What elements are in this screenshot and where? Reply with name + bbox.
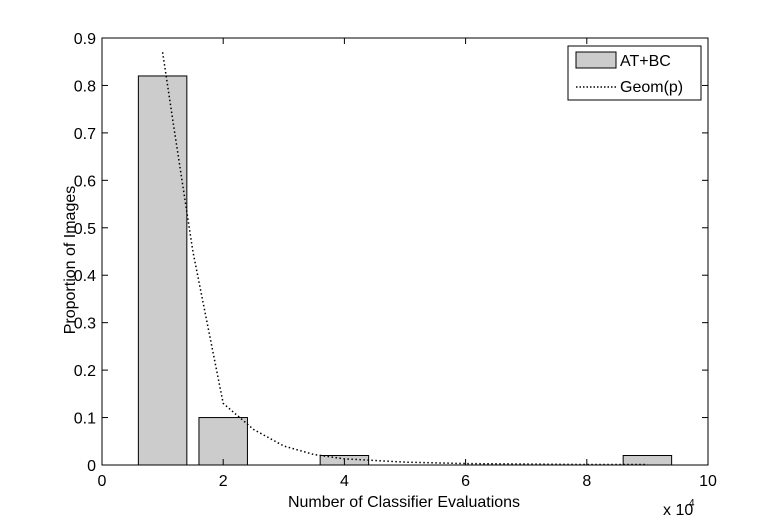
y-tick-label: 0.5 — [74, 221, 96, 238]
tick-labels: 0 2 4 6 8 10 0 0.1 0.2 0.3 0.4 0.5 0.6 0.7 0.8 0.9 — [74, 31, 717, 490]
y-tick-label: 0.7 — [74, 126, 96, 143]
y-tick-label: 0.4 — [74, 268, 96, 285]
y-tick-label: 0.6 — [74, 173, 96, 190]
legend: AT+BC Geom(p) — [567, 45, 702, 101]
x-multiplier-exponent: 4 — [689, 498, 695, 509]
y-axis-label: Proportion of Images — [62, 186, 79, 335]
y-tick-label: 0.3 — [74, 316, 96, 333]
y-tick-label: 0.2 — [74, 363, 96, 380]
x-tick-label: 0 — [98, 473, 107, 490]
x-axis-label: Number of Classifier Evaluations — [288, 494, 520, 511]
y-tick-label: 0.8 — [74, 78, 96, 95]
x-tick-label: 10 — [699, 473, 717, 490]
bars — [137, 75, 673, 466]
x-tick-label: 8 — [582, 473, 591, 490]
bar — [198, 417, 248, 466]
x-tick-label: 4 — [340, 473, 349, 490]
axes-box — [101, 37, 709, 466]
x-tick-label: 2 — [219, 473, 228, 490]
y-tick-label: 0.9 — [74, 31, 96, 48]
y-tick-label: 0.1 — [74, 411, 96, 428]
x-tick-label: 6 — [461, 473, 470, 490]
legend-label-line: Geom(p) — [620, 79, 683, 96]
bar — [137, 75, 188, 466]
axes — [101, 37, 709, 466]
plot-background — [102, 38, 708, 465]
bar — [622, 455, 673, 466]
legend-swatch-bar — [575, 51, 617, 69]
legend-label-bar: AT+BC — [620, 53, 671, 70]
x-multiplier-label: x 10 — [663, 502, 693, 519]
y-tick-label: 0 — [87, 458, 96, 475]
plot-area — [102, 38, 708, 465]
